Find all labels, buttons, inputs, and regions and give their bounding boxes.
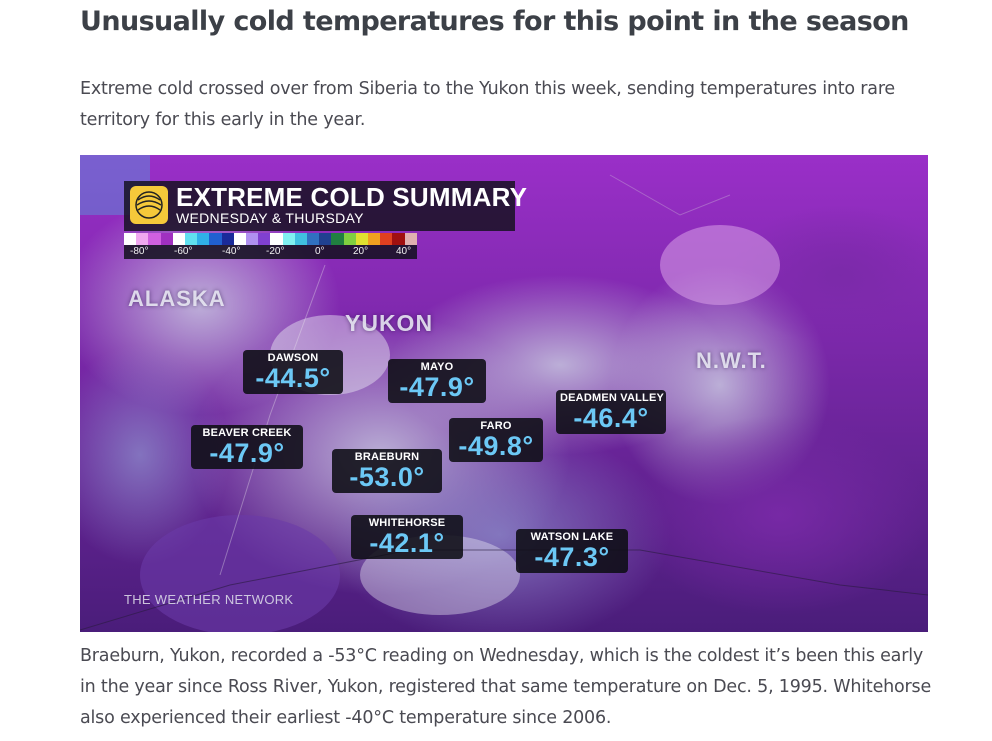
legend-swatch: [160, 233, 173, 245]
legend-swatch: [380, 233, 393, 245]
station-name: BRAEBURN: [354, 451, 420, 463]
legend-tick: -20°: [266, 246, 285, 257]
map-title-panel: EXTREME COLD SUMMARY WEDNESDAY & THURSDA…: [124, 181, 527, 231]
legend-swatch: [185, 233, 198, 245]
legend-color-scale: [124, 233, 417, 245]
legend-swatch: [124, 233, 137, 245]
legend-swatch: [294, 233, 308, 245]
legend-swatch: [392, 233, 405, 245]
station-dawson: DAWSON -44.5°: [243, 350, 343, 394]
region-label-alaska: ALASKA: [128, 286, 226, 311]
cold-summary-map: EXTREME COLD SUMMARY WEDNESDAY & THURSDA…: [80, 155, 928, 632]
station-temp: -53.0°: [349, 462, 425, 492]
station-whitehorse: WHITEHORSE -42.1°: [351, 515, 463, 559]
legend-swatch: [355, 233, 369, 245]
station-name: MAYO: [420, 361, 454, 373]
station-deadmen-valley: DEADMEN VALLEY -46.4°: [556, 390, 666, 434]
article-lede: Extreme cold crossed over from Siberia t…: [80, 79, 895, 130]
station-braeburn: BRAEBURN -53.0°: [332, 449, 442, 493]
legend-swatch: [307, 233, 320, 245]
legend-tick: 20°: [353, 246, 369, 257]
station-temp: -44.5°: [255, 363, 331, 393]
legend-swatch: [148, 233, 161, 245]
station-beaver-creek: BEAVER CREEK -47.9°: [191, 425, 303, 469]
station-name: FARO: [480, 420, 512, 432]
article-headline: Unusually cold temperatures for this poi…: [80, 6, 909, 37]
legend-tick: 40°: [396, 246, 412, 257]
station-faro: FARO -49.8°: [449, 418, 543, 462]
station-name: WHITEHORSE: [368, 517, 446, 529]
legend-swatch: [258, 233, 271, 245]
station-temp: -47.9°: [399, 372, 475, 402]
station-mayo: MAYO -47.9°: [388, 359, 486, 403]
region-label-nwt: N.W.T.: [696, 348, 767, 373]
legend-swatch: [368, 233, 381, 245]
legend-tick: -40°: [222, 246, 241, 257]
legend-swatch: [221, 233, 234, 245]
station-name: DAWSON: [267, 352, 319, 364]
map-subtitle: WEDNESDAY & THURSDAY: [176, 210, 364, 226]
legend-swatch: [136, 233, 149, 245]
legend-swatch: [270, 233, 283, 245]
station-name: WATSON LAKE: [530, 531, 614, 543]
station-name: BEAVER CREEK: [202, 427, 292, 439]
station-watson-lake: WATSON LAKE -47.3°: [516, 529, 628, 573]
map-credit: THE WEATHER NETWORK: [124, 592, 294, 607]
legend-swatch: [197, 233, 210, 245]
region-label-yukon: YUKON: [345, 310, 434, 336]
station-name: DEADMEN VALLEY: [560, 392, 665, 404]
legend-tick: -80°: [130, 246, 149, 257]
legend-swatch: [282, 233, 295, 245]
weather-network-logo-icon: [130, 186, 168, 224]
legend-swatch: [233, 233, 247, 245]
station-temp: -42.1°: [369, 528, 445, 558]
legend-swatch: [319, 233, 332, 245]
legend-swatch: [209, 233, 222, 245]
legend-swatch: [172, 233, 186, 245]
temperature-legend: -80° -60° -40° -20° 0° 20° 40°: [124, 233, 417, 259]
legend-ticks: -80° -60° -40° -20° 0° 20° 40°: [124, 245, 417, 259]
legend-tick: -60°: [174, 246, 193, 257]
image-caption: Braeburn, Yukon, recorded a -53°C readin…: [80, 646, 932, 728]
legend-swatch: [343, 233, 356, 245]
station-temp: -47.9°: [209, 438, 285, 468]
legend-swatch: [404, 233, 417, 245]
legend-tick: 0°: [315, 246, 325, 257]
station-temp: -49.8°: [458, 431, 534, 461]
map-title: EXTREME COLD SUMMARY: [176, 182, 528, 212]
station-temp: -46.4°: [573, 403, 649, 433]
legend-swatch: [331, 233, 344, 245]
station-temp: -47.3°: [534, 542, 610, 572]
legend-swatch: [246, 233, 259, 245]
